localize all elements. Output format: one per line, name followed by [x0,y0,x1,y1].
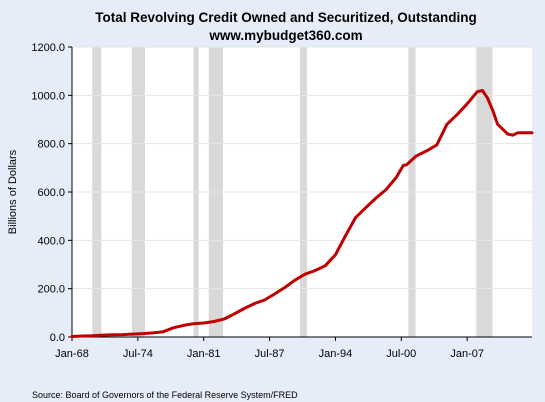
x-tick-label: Jan-07 [450,348,484,360]
y-tick-label: 400.0 [37,235,65,247]
x-tick-label: Jan-68 [55,348,89,360]
series-layer [70,89,534,338]
x-tick-label: Jan-81 [187,348,221,360]
chart-title: Total Revolving Credit Owned and Securit… [95,10,477,25]
y-tick-label: 1000.0 [31,90,65,102]
x-tick-label: Jan-94 [319,348,353,360]
y-tick-label: 200.0 [37,284,65,296]
gridlines [72,46,532,290]
y-tick-label: 1200.0 [31,42,65,54]
y-tick-label: 800.0 [37,139,65,151]
source-note: Source: Board of Governors of the Federa… [32,390,298,400]
y-tick-label: 600.0 [37,187,65,199]
x-tick-label: Jul-74 [123,348,153,360]
chart-subtitle: www.mybudget360.com [208,28,362,43]
y-axis-title: Billions of Dollars [7,149,19,234]
x-tick-label: Jul-00 [386,348,416,360]
y-tick-label: 0.0 [50,332,65,344]
series-line [70,89,534,338]
axes: 0.0 200.0 400.0 600.0 800.0 1000.0 1200.0 Jan-6… [31,42,532,360]
x-tick-label: Jul-87 [255,348,285,360]
